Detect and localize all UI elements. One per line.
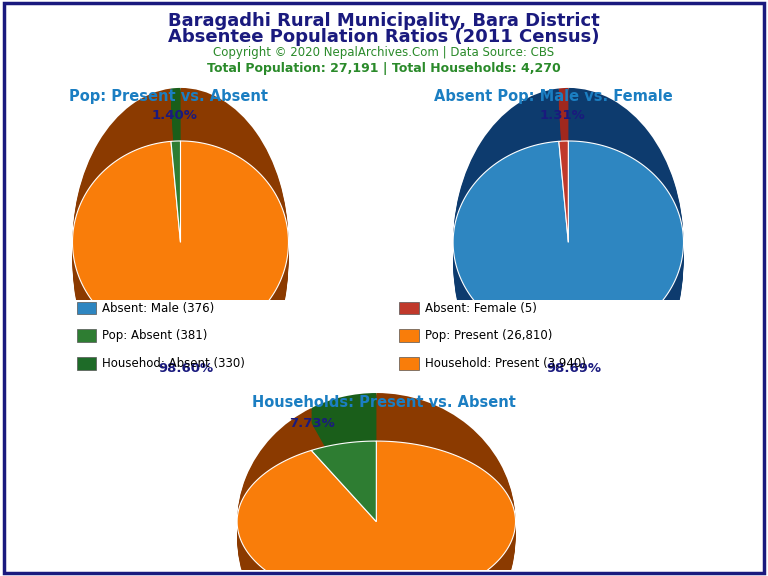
Wedge shape (72, 96, 289, 407)
Wedge shape (311, 408, 376, 538)
Wedge shape (311, 400, 376, 530)
Wedge shape (311, 395, 376, 524)
Wedge shape (453, 100, 684, 412)
Wedge shape (72, 105, 289, 416)
Wedge shape (237, 399, 515, 576)
Wedge shape (171, 105, 180, 260)
Wedge shape (311, 397, 376, 527)
Text: Pop: Present (26,810): Pop: Present (26,810) (425, 329, 552, 342)
Wedge shape (311, 405, 376, 535)
Wedge shape (311, 399, 376, 528)
Wedge shape (453, 88, 684, 400)
Wedge shape (237, 393, 515, 576)
Polygon shape (171, 141, 180, 242)
Wedge shape (171, 88, 180, 244)
Wedge shape (237, 397, 515, 576)
Wedge shape (311, 407, 376, 536)
Text: Househod: Absent (330): Househod: Absent (330) (102, 357, 245, 370)
Wedge shape (453, 93, 684, 404)
Wedge shape (559, 94, 568, 250)
Wedge shape (171, 103, 180, 259)
Wedge shape (171, 98, 180, 255)
Wedge shape (72, 94, 289, 406)
Wedge shape (559, 97, 568, 253)
Wedge shape (311, 404, 376, 534)
Wedge shape (171, 94, 180, 250)
Wedge shape (237, 403, 515, 576)
Wedge shape (453, 103, 684, 415)
Text: 1.31%: 1.31% (540, 109, 585, 122)
Wedge shape (237, 396, 515, 576)
Polygon shape (237, 441, 515, 576)
Wedge shape (72, 97, 289, 409)
Wedge shape (237, 401, 515, 576)
Wedge shape (171, 91, 180, 247)
Wedge shape (453, 97, 684, 409)
Wedge shape (237, 395, 515, 576)
Wedge shape (72, 93, 289, 404)
Text: Absent Pop: Male vs. Female: Absent Pop: Male vs. Female (434, 89, 672, 104)
Wedge shape (237, 404, 515, 576)
Wedge shape (453, 94, 684, 406)
Wedge shape (559, 93, 568, 248)
Polygon shape (311, 441, 376, 522)
Wedge shape (559, 105, 568, 260)
Wedge shape (559, 101, 568, 257)
Wedge shape (453, 91, 684, 403)
Wedge shape (237, 400, 515, 576)
Wedge shape (171, 97, 180, 253)
Wedge shape (72, 89, 289, 401)
Wedge shape (237, 407, 515, 576)
Wedge shape (171, 100, 180, 256)
Wedge shape (453, 98, 684, 410)
Text: Baragadhi Rural Municipality, Bara District: Baragadhi Rural Municipality, Bara Distr… (168, 12, 600, 29)
Wedge shape (237, 405, 515, 576)
Wedge shape (453, 101, 684, 414)
Text: 98.60%: 98.60% (159, 362, 214, 376)
Wedge shape (311, 401, 376, 531)
Wedge shape (171, 89, 180, 245)
Wedge shape (171, 93, 180, 248)
Text: 7.73%: 7.73% (289, 418, 335, 430)
Text: Total Population: 27,191 | Total Households: 4,270: Total Population: 27,191 | Total Househo… (207, 62, 561, 75)
Text: Copyright © 2020 NepalArchives.Com | Data Source: CBS: Copyright © 2020 NepalArchives.Com | Dat… (214, 46, 554, 59)
Wedge shape (559, 98, 568, 255)
Wedge shape (72, 103, 289, 415)
Wedge shape (237, 408, 515, 576)
Text: Household: Present (3,940): Household: Present (3,940) (425, 357, 585, 370)
Wedge shape (559, 96, 568, 251)
Text: Pop: Absent (381): Pop: Absent (381) (102, 329, 207, 342)
Wedge shape (311, 396, 376, 526)
Wedge shape (72, 100, 289, 412)
Text: Absent: Male (376): Absent: Male (376) (102, 302, 214, 314)
Text: Households: Present vs. Absent: Households: Present vs. Absent (252, 395, 516, 410)
Wedge shape (453, 89, 684, 401)
Wedge shape (171, 101, 180, 257)
Text: Pop: Present vs. Absent: Pop: Present vs. Absent (69, 89, 269, 104)
Wedge shape (311, 403, 376, 532)
Wedge shape (171, 96, 180, 251)
Wedge shape (453, 96, 684, 407)
Polygon shape (559, 141, 568, 242)
Wedge shape (72, 98, 289, 410)
Wedge shape (559, 89, 568, 245)
Wedge shape (559, 103, 568, 259)
Wedge shape (559, 88, 568, 244)
Text: 98.69%: 98.69% (547, 362, 602, 376)
Text: Absent: Female (5): Absent: Female (5) (425, 302, 537, 314)
Text: 1.40%: 1.40% (151, 109, 197, 122)
Wedge shape (453, 105, 684, 416)
Text: Absentee Population Ratios (2011 Census): Absentee Population Ratios (2011 Census) (168, 28, 600, 46)
Wedge shape (559, 91, 568, 247)
Wedge shape (72, 91, 289, 403)
Polygon shape (72, 141, 289, 344)
Wedge shape (72, 101, 289, 414)
Polygon shape (453, 141, 684, 344)
Wedge shape (72, 88, 289, 400)
Wedge shape (311, 393, 376, 523)
Wedge shape (559, 100, 568, 256)
